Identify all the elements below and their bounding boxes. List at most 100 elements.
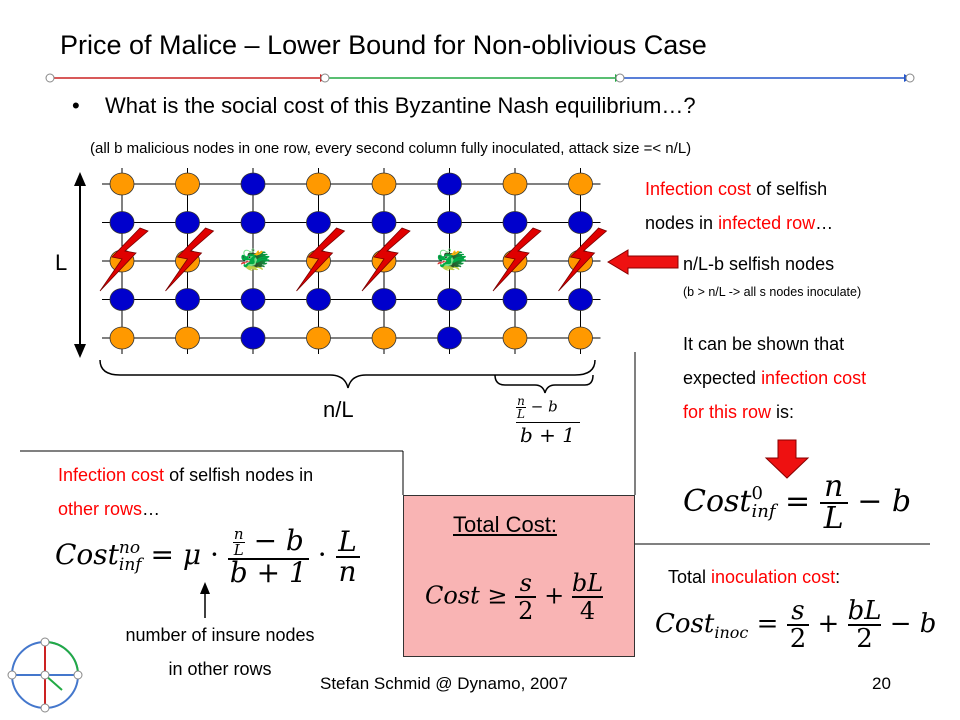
inoculated-node (437, 172, 462, 196)
inoculated-node (371, 211, 397, 234)
inoculated-node (109, 288, 135, 311)
text-red: inoculation cost (711, 567, 836, 587)
inoculated-node (175, 211, 200, 234)
frac-rest: − b (530, 397, 558, 416)
text-red: Infection cost (58, 465, 165, 485)
text-red: infected row (718, 213, 816, 233)
text: It can be shown that (683, 334, 845, 354)
lightning-bolt-icon (165, 227, 215, 292)
math-den: 4 (571, 596, 604, 624)
math-sub: inoc (714, 623, 749, 643)
math-num: s (519, 569, 532, 597)
frac-L: L (516, 407, 526, 421)
insure-arrowhead (200, 582, 210, 594)
text-red: for this row (683, 402, 772, 422)
frac-n: n (517, 394, 525, 408)
page-number: 20 (872, 674, 891, 693)
selfish-node (502, 326, 528, 350)
math-den: L (819, 502, 848, 534)
inoculated-node (240, 172, 266, 196)
dynamo-logo-icon (7, 637, 83, 713)
math-den: b + 1 (227, 556, 309, 589)
header-dot (45, 73, 55, 83)
total-cost-box (403, 495, 635, 657)
inoculated-node (175, 288, 200, 311)
text: nodes in (645, 213, 719, 233)
setup-note: (all b malicious nodes in one row, every… (90, 140, 692, 157)
selfish-node (371, 172, 397, 196)
text: of selfish (751, 179, 828, 199)
selfish-node (175, 172, 200, 196)
text: : (835, 567, 841, 587)
shown-label: It can be shown that expected infection … (683, 327, 866, 429)
inoculated-node (240, 211, 266, 234)
text: expected (683, 368, 762, 388)
text: … (815, 213, 834, 233)
selfish-nodes-label: n/L-b selfish nodes (683, 254, 835, 274)
math-text: Cost (683, 484, 752, 519)
math-num: bL (571, 569, 604, 597)
math-sup: no (118, 537, 141, 558)
math-sup: 0 (751, 483, 763, 504)
other-rows-label: Infection cost of selfish nodes in other… (58, 458, 313, 526)
inoculated-node (568, 288, 593, 311)
inoculated-node (306, 211, 331, 234)
selfish-nodes-sub: (b > n/L -> all s nodes inoculate) (683, 285, 862, 299)
math-text: − b (253, 524, 304, 557)
text: is: (771, 402, 795, 422)
bullet-question: What is the social cost of this Byzantin… (105, 93, 696, 118)
math-text: Cost (55, 538, 119, 571)
math-num: s (791, 596, 805, 626)
inoculated-node (502, 211, 528, 234)
lightning-bolt-icon (492, 227, 542, 292)
lightning-bolt-icon (99, 227, 149, 292)
math-den: L (232, 541, 245, 559)
inoculated-node (437, 326, 462, 350)
math-num: n (824, 469, 844, 504)
inoculated-node (371, 288, 397, 311)
inoculated-node (437, 288, 462, 311)
small-brace (494, 374, 594, 394)
down-arrow (764, 439, 810, 479)
selfish-node (568, 172, 593, 196)
slide-title: Price of Malice – Lower Bound for Non-ob… (60, 30, 707, 60)
inoculated-node (437, 211, 462, 234)
malicious-node-icon: 🐲 (239, 244, 272, 274)
math-sub: inf (118, 554, 142, 575)
math-text: Cost (655, 609, 715, 639)
text: … (142, 499, 161, 519)
math-den: 2 (786, 624, 810, 652)
inoculated-node (109, 211, 135, 234)
height-label: L (55, 250, 68, 275)
math-num: n (233, 525, 244, 543)
grid-nodes (109, 172, 593, 350)
selfish-node (306, 172, 331, 196)
text-red: infection cost (761, 368, 867, 388)
height-arrowhead-bottom (74, 344, 86, 358)
lightning-bolt-icon (361, 227, 411, 292)
pointer-arrow (607, 249, 679, 275)
selfish-node (306, 326, 331, 350)
malicious-node-icon: 🐲 (435, 244, 468, 274)
bullet-marker: • (72, 93, 80, 118)
text-red: Infection cost (645, 179, 752, 199)
footer-text: Stefan Schmid @ Dynamo, 2007 (320, 674, 568, 693)
math-den: n (335, 555, 360, 586)
width-brace (99, 359, 596, 389)
insure-note: number of insure nodes in other rows (95, 618, 345, 686)
text-red: other rows (58, 499, 143, 519)
text: Total (668, 567, 712, 587)
math-text: μ (182, 538, 202, 571)
math-text: − b (889, 609, 937, 639)
header-dot (905, 73, 915, 83)
math-num: bL (847, 596, 882, 626)
selfish-node (175, 326, 200, 350)
inoculated-node (240, 326, 266, 350)
text: number of insure nodes (125, 625, 315, 645)
frac-den: b + 1 (520, 423, 575, 447)
inoculated-node (240, 288, 266, 311)
